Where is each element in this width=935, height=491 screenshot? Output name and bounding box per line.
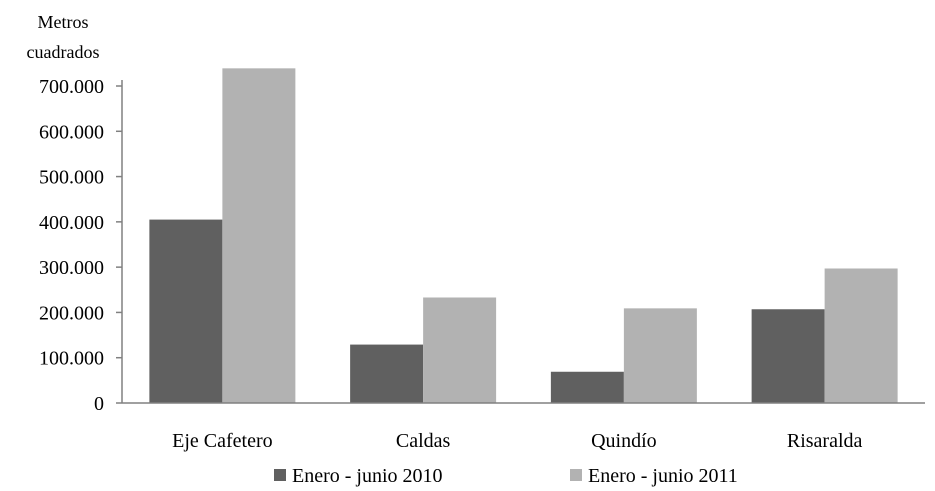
legend: Enero - junio 2010 Enero - junio 2011 <box>274 465 738 487</box>
bar-enero---junio-2010-0 <box>149 219 223 403</box>
x-category-label: Caldas <box>396 430 451 452</box>
y-axis-title-line1: Metros <box>38 12 89 32</box>
bar-enero---junio-2011-0 <box>222 68 296 404</box>
y-axis-ticks: 0 100.000 200.000 300.000 400.000 500.000 600.… <box>39 76 122 415</box>
x-category-label: Risaralda <box>787 430 863 452</box>
legend-label-2010: Enero - junio 2010 <box>292 465 443 487</box>
bar-enero---junio-2011-1 <box>423 297 497 403</box>
y-tick-label: 600.000 <box>39 121 104 143</box>
legend-label-2011: Enero - junio 2011 <box>588 465 738 487</box>
y-axis-title-line2: cuadrados <box>27 42 100 62</box>
bar-enero---junio-2010-3 <box>751 309 825 403</box>
x-axis-labels: Eje Cafetero Caldas Quindío Risaralda <box>172 430 862 452</box>
y-tick-label: 700.000 <box>39 76 104 98</box>
x-category-label: Eje Cafetero <box>172 430 273 452</box>
y-tick-label: 200.000 <box>39 302 104 324</box>
bar-enero---junio-2010-1 <box>350 344 424 403</box>
legend-swatch-2011 <box>570 469 582 481</box>
bar-series <box>149 68 898 404</box>
y-tick-label: 500.000 <box>39 167 104 189</box>
y-tick-label: 400.000 <box>39 212 104 234</box>
x-category-label: Quindío <box>591 430 657 452</box>
bar-enero---junio-2011-3 <box>824 268 898 403</box>
y-tick-label: 300.000 <box>39 257 104 279</box>
bar-enero---junio-2010-2 <box>550 371 624 403</box>
legend-swatch-2010 <box>274 469 286 481</box>
y-tick-label: 100.000 <box>39 348 104 370</box>
y-tick-label: 0 <box>94 393 104 415</box>
bar-enero---junio-2011-2 <box>623 308 697 403</box>
y-axis-title: Metros cuadrados <box>27 12 100 62</box>
